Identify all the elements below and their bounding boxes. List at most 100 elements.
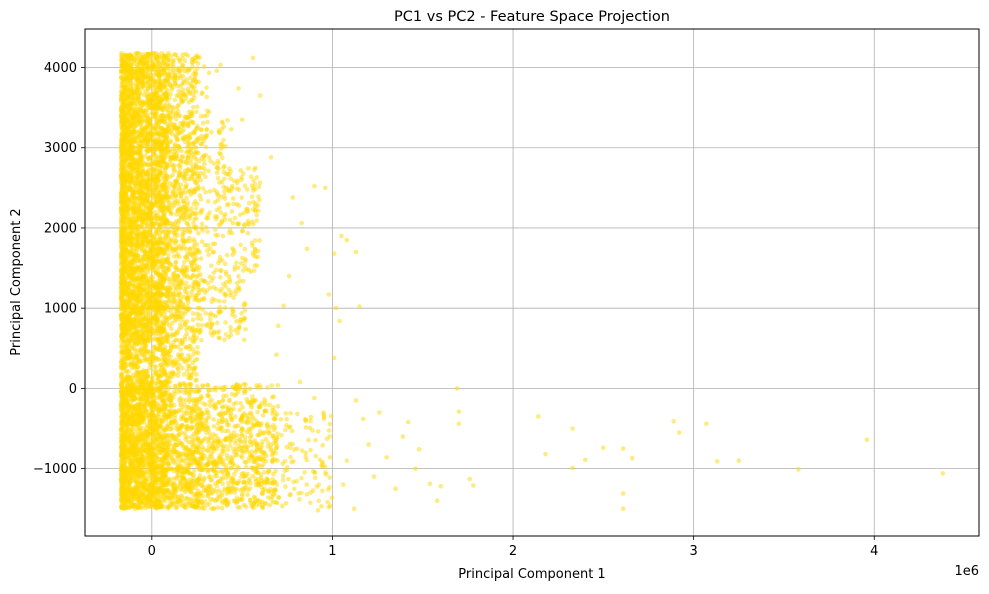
scatter-point <box>168 181 173 186</box>
scatter-point <box>192 268 197 273</box>
scatter-point <box>188 416 193 421</box>
scatter-point <box>191 251 196 256</box>
scatter-point <box>253 182 258 187</box>
scatter-point <box>257 238 262 243</box>
scatter-point <box>174 53 179 58</box>
scatter-point <box>180 227 185 232</box>
scatter-point <box>243 247 248 252</box>
scatter-point <box>229 411 234 416</box>
scatter-point <box>194 110 199 115</box>
scatter-point <box>257 184 262 189</box>
scatter-point <box>170 456 175 461</box>
scatter-point <box>201 401 206 406</box>
scatter-point <box>204 225 209 230</box>
scatter-point <box>194 378 199 383</box>
scatter-point <box>195 104 200 109</box>
scatter-point <box>234 261 239 266</box>
scatter-point <box>231 196 236 201</box>
scatter-point <box>242 391 247 396</box>
scatter-point <box>172 254 177 259</box>
scatter-point <box>273 451 278 456</box>
scatter-point <box>179 269 184 274</box>
scatter-point <box>194 206 199 211</box>
scatter-point <box>182 475 187 480</box>
scatter-point <box>175 443 180 448</box>
scatter-point <box>177 243 182 248</box>
scatter-point <box>178 383 183 388</box>
scatter-point <box>238 212 243 217</box>
scatter-point <box>240 405 245 410</box>
scatter-point <box>187 477 192 482</box>
scatter-point <box>230 246 235 251</box>
scatter-point <box>211 242 216 247</box>
scatter-point <box>186 469 191 474</box>
scatter-point <box>173 410 178 415</box>
scatter-point <box>180 210 185 215</box>
scatter-point <box>234 401 239 406</box>
scatter-point <box>216 505 221 510</box>
scatter-point <box>193 358 198 363</box>
scatter-point <box>172 484 177 489</box>
scatter-point <box>168 243 173 248</box>
scatter-point <box>186 215 191 220</box>
scatter-point <box>226 429 231 434</box>
scatter-point <box>211 417 216 422</box>
scatter-point <box>180 458 185 463</box>
scatter-point <box>191 221 196 226</box>
scatter-point <box>215 170 220 175</box>
scatter-point <box>186 440 191 445</box>
scatter-point <box>168 496 173 501</box>
scatter-point <box>274 500 279 505</box>
scatter-point <box>238 384 243 389</box>
scatter-point <box>174 239 179 244</box>
scatter-point <box>239 195 244 200</box>
scatter-point <box>194 216 199 221</box>
scatter-point <box>240 426 245 431</box>
scatter-point <box>248 387 253 392</box>
scatter-point <box>177 255 182 260</box>
scatter-point <box>154 228 159 233</box>
scatter-point <box>172 169 177 174</box>
scatter-point <box>215 208 220 213</box>
scatter-point <box>262 470 267 475</box>
scatter-point <box>188 228 193 233</box>
scatter-point <box>188 482 193 487</box>
scatter-point <box>176 450 181 455</box>
scatter-point <box>185 251 190 256</box>
scatter-point <box>220 493 225 498</box>
scatter-point <box>244 209 249 214</box>
scatter-point <box>261 462 266 467</box>
scatter-point <box>200 222 205 227</box>
scatter-point <box>251 188 256 193</box>
scatter-point <box>247 459 252 464</box>
scatter-point <box>243 259 248 264</box>
scatter-point <box>181 484 186 489</box>
scatter-point <box>199 256 204 261</box>
scatter-point <box>203 190 208 195</box>
scatter-point <box>205 243 210 248</box>
scatter-point <box>187 189 192 194</box>
scatter-point <box>213 227 218 232</box>
scatter-point <box>192 469 197 474</box>
scatter-point <box>186 258 191 263</box>
scatter-point <box>213 404 218 409</box>
scatter-point <box>194 225 199 230</box>
scatter-point <box>174 260 179 265</box>
scatter-point <box>174 194 179 199</box>
scatter-point <box>205 230 210 235</box>
scatter-point <box>222 387 227 392</box>
scatter-point <box>256 255 261 260</box>
scatter-point <box>222 299 227 304</box>
scatter-point <box>253 209 258 214</box>
scatter-point <box>190 120 195 125</box>
scatter-point <box>188 344 193 349</box>
scatter-point <box>119 428 124 433</box>
scatter-point <box>233 216 238 221</box>
scatter-point <box>220 180 225 185</box>
scatter-point <box>273 417 278 422</box>
scatter-point <box>276 404 281 409</box>
scatter-point <box>205 383 210 388</box>
scatter-point <box>233 265 238 270</box>
scatter-point <box>192 389 197 394</box>
